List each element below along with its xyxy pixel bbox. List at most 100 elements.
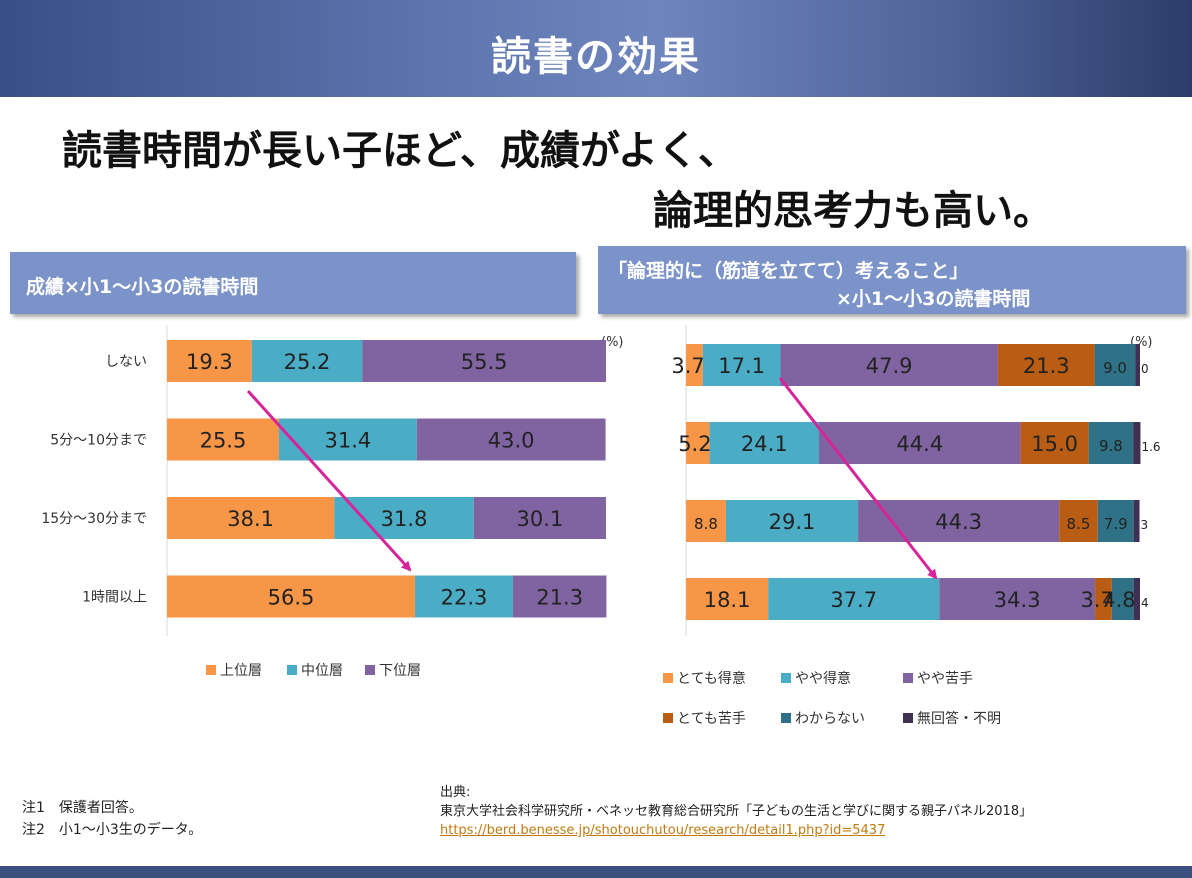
unit-label: (%) — [601, 335, 624, 350]
slide-title: 読書の効果 — [491, 34, 701, 80]
right-chart-header: 「論理的に（筋道を立てて）考えること」 ×小1～小3の読書時間 — [598, 246, 1186, 314]
data-label: 9.8 — [1099, 437, 1123, 455]
data-label: 21.3 — [1023, 354, 1070, 378]
data-label: 21.3 — [536, 586, 583, 610]
note-2: 注2 小1～小3生のデータ。 — [22, 822, 203, 838]
data-label: 8.8 — [694, 515, 718, 533]
data-label: 15.0 — [1031, 432, 1078, 456]
data-label: 17.1 — [718, 354, 765, 378]
data-label: 3.7 — [1080, 588, 1113, 612]
source-link[interactable]: https://berd.benesse.jp/shotouchutou/res… — [440, 823, 886, 838]
bar-segment — [512, 575, 607, 618]
data-label: 37.7 — [830, 588, 877, 612]
legend-swatch — [781, 713, 791, 723]
headline-line-2: 論理的思考力も高い。 — [653, 188, 1053, 234]
bar-segment — [686, 344, 703, 386]
trend-arrow-right — [778, 377, 938, 580]
data-label: 24.1 — [741, 432, 788, 456]
title-banner: 読書の効果 — [0, 0, 1192, 97]
bar-segment — [167, 340, 252, 382]
data-label: 4 — [1141, 596, 1149, 610]
bar-segment — [1020, 422, 1089, 464]
legend-swatch — [781, 673, 791, 683]
data-label: 34.3 — [994, 588, 1041, 612]
source-text: 東京大学社会科学研究所・ベネッセ教育総合研究所「子どもの生活と学びに関する親子パ… — [440, 804, 1033, 819]
data-label: 31.8 — [381, 507, 428, 531]
bar-segment — [1111, 578, 1134, 620]
legend-swatch — [663, 713, 673, 723]
bar-segment — [1133, 500, 1140, 542]
data-label: 9.0 — [1103, 359, 1127, 377]
right-chart-title-line-2: ×小1～小3の読書時間 — [836, 288, 1031, 310]
data-label: 0 — [1141, 362, 1149, 376]
right-chart-title-line-1: 「論理的に（筋道を立てて）考えること」 — [608, 260, 969, 282]
data-label: 19.3 — [186, 350, 233, 374]
bar-segment — [686, 500, 726, 542]
bar-segment — [686, 578, 769, 620]
bar-segment — [819, 422, 1021, 464]
note-1: 注1 保護者回答。 — [22, 800, 143, 816]
legend-label: やや得意 — [795, 670, 851, 687]
left-chart-header: 成績×小1～小3の読書時間 — [10, 252, 576, 314]
category-label: 1時間以上 — [82, 590, 147, 606]
bar-segment — [1097, 500, 1134, 542]
data-label: 31.4 — [324, 429, 371, 453]
bar-segment — [167, 575, 416, 618]
bar-segment — [702, 344, 781, 386]
bar-segment — [1133, 422, 1141, 464]
legend-swatch — [287, 665, 297, 675]
bar-segment — [1135, 344, 1140, 386]
data-label: 25.2 — [284, 350, 331, 374]
category-label: 5分～10分まで — [50, 433, 147, 449]
data-label: 22.3 — [441, 586, 488, 610]
bar-segment — [278, 418, 417, 461]
bar-segment — [362, 340, 606, 382]
data-label: 3.7 — [671, 354, 704, 378]
left-chart-title: 成績×小1～小3の読書時間 — [26, 276, 259, 298]
legend-label: とても苦手 — [677, 711, 746, 727]
legend-label: 上位層 — [220, 663, 262, 679]
data-label: 25.5 — [200, 429, 247, 453]
bar-segment — [709, 422, 820, 464]
legend-swatch — [365, 665, 375, 675]
footer-bar — [0, 866, 1192, 878]
bar-segment — [939, 578, 1096, 620]
bar-segment — [334, 497, 474, 539]
data-label: 43.0 — [488, 429, 535, 453]
legend-swatch — [663, 673, 673, 683]
bar-segment — [251, 340, 363, 382]
data-label: 44.3 — [935, 510, 982, 534]
headline-line-1: 読書時間が長い子ほど、成績がよく、 — [62, 128, 738, 174]
legend-label: わからない — [795, 711, 865, 727]
bar-segment — [686, 422, 710, 464]
bar-segment — [725, 500, 859, 542]
legend-label: やや苦手 — [917, 671, 973, 687]
data-label: 30.1 — [517, 507, 564, 531]
source-label: 出典: — [440, 785, 471, 800]
data-label: 29.1 — [769, 510, 816, 534]
data-label: 44.4 — [896, 432, 943, 456]
legend-swatch — [903, 673, 913, 683]
data-label: 56.5 — [268, 586, 315, 610]
right-stacked-bar-chart: (%)3.7 17.1 47.9 21.3 9.0 05.2 24.1 44.4 15.0 9.8… — [663, 325, 1161, 727]
legend-label: 無回答・不明 — [917, 710, 1001, 727]
legend-swatch — [206, 665, 216, 675]
left-stacked-bar-chart: (%) しない 5分～10分まで 15分～30分まで 1時間以上 19.3 25.2 55.5… — [41, 325, 624, 679]
legend-label: 中位層 — [301, 663, 343, 679]
trend-arrow-left — [246, 389, 412, 572]
data-label: 38.1 — [227, 507, 274, 531]
data-label: 7.9 — [1104, 515, 1128, 533]
data-label: 8.5 — [1067, 515, 1091, 533]
notes: 注1 保護者回答。 注2 小1～小3生のデータ。 — [22, 797, 202, 841]
category-label: しない — [105, 354, 147, 370]
bar-segment — [780, 344, 998, 386]
legend-label: 下位層 — [379, 663, 421, 679]
bar-segment — [415, 575, 513, 618]
bar-segment — [997, 344, 1095, 386]
legend-label: とても得意 — [677, 670, 746, 687]
bar-segment — [1133, 578, 1140, 620]
bar-segment — [1095, 578, 1112, 620]
legend-swatch — [903, 713, 913, 723]
data-label: 3 — [1141, 518, 1149, 532]
